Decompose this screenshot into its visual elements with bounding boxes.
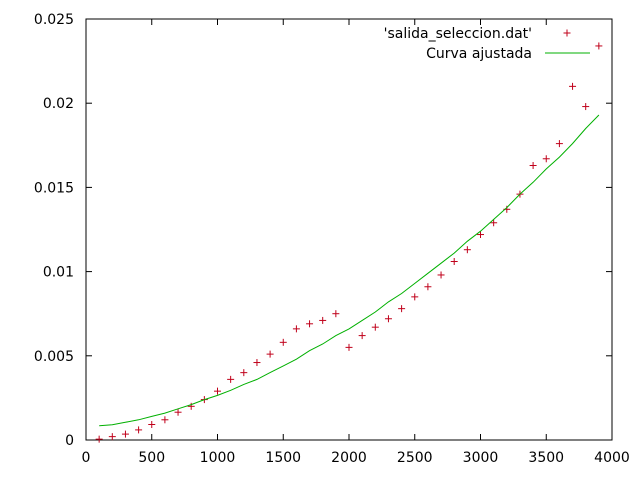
data-point [542,155,550,163]
data-point [371,323,379,331]
x-tick-label: 0 [82,450,91,466]
data-point [121,430,129,438]
x-tick-label: 1000 [200,450,236,466]
data-point [411,293,419,301]
x-tick-label: 1500 [265,450,301,466]
y-tick-label: 0.005 [34,349,74,365]
x-tick-label: 3000 [463,450,499,466]
legend-label: Curva ajustada [426,46,532,62]
data-point [135,426,143,434]
data-point [108,433,116,441]
y-axis: 0 0.005 0.01 0.015 0.02 0.025 [34,12,612,449]
series-line-curva-ajustada [99,114,600,427]
data-point [174,408,182,416]
plot-frame [85,18,613,441]
data-point [148,421,156,429]
data-point [95,435,103,443]
data-point [187,402,195,410]
data-point [582,103,590,111]
data-point [306,320,314,328]
data-point [384,315,392,323]
data-point [569,82,577,90]
x-tick-label: 500 [138,450,165,466]
y-tick-label: 0.015 [34,180,74,196]
data-point [490,219,498,227]
data-point [555,140,563,148]
data-point [450,257,458,265]
data-point [332,310,340,318]
data-point [292,325,300,333]
plot-area [95,42,603,443]
legend: 'salida_seleccion.dat' Curva ajustada [384,26,590,62]
data-point [240,369,248,377]
data-point [253,359,261,367]
y-tick-label: 0.025 [34,12,74,28]
data-point [227,375,235,383]
data-point [437,271,445,279]
data-point [463,246,471,254]
data-point [424,283,432,291]
x-tick-label: 2500 [397,450,433,466]
data-point [595,42,603,50]
x-tick-label: 3500 [528,450,564,466]
data-point [279,338,287,346]
y-tick-label: 0.01 [43,265,74,281]
data-point [358,332,366,340]
data-point [398,305,406,313]
data-point [529,162,537,170]
data-point [214,387,221,395]
data-point [266,350,274,358]
y-tick-label: 0 [65,433,74,449]
data-point [161,416,169,424]
legend-label: 'salida_seleccion.dat' [384,26,532,42]
x-tick-label: 2000 [331,450,367,466]
data-point [319,316,327,324]
data-point [345,343,353,351]
x-tick-label: 4000 [594,450,630,466]
y-tick-label: 0.02 [43,96,74,112]
data-point [477,231,484,239]
x-axis: 0 500 1000 1500 2000 2500 3000 3500 4000 [82,19,630,466]
